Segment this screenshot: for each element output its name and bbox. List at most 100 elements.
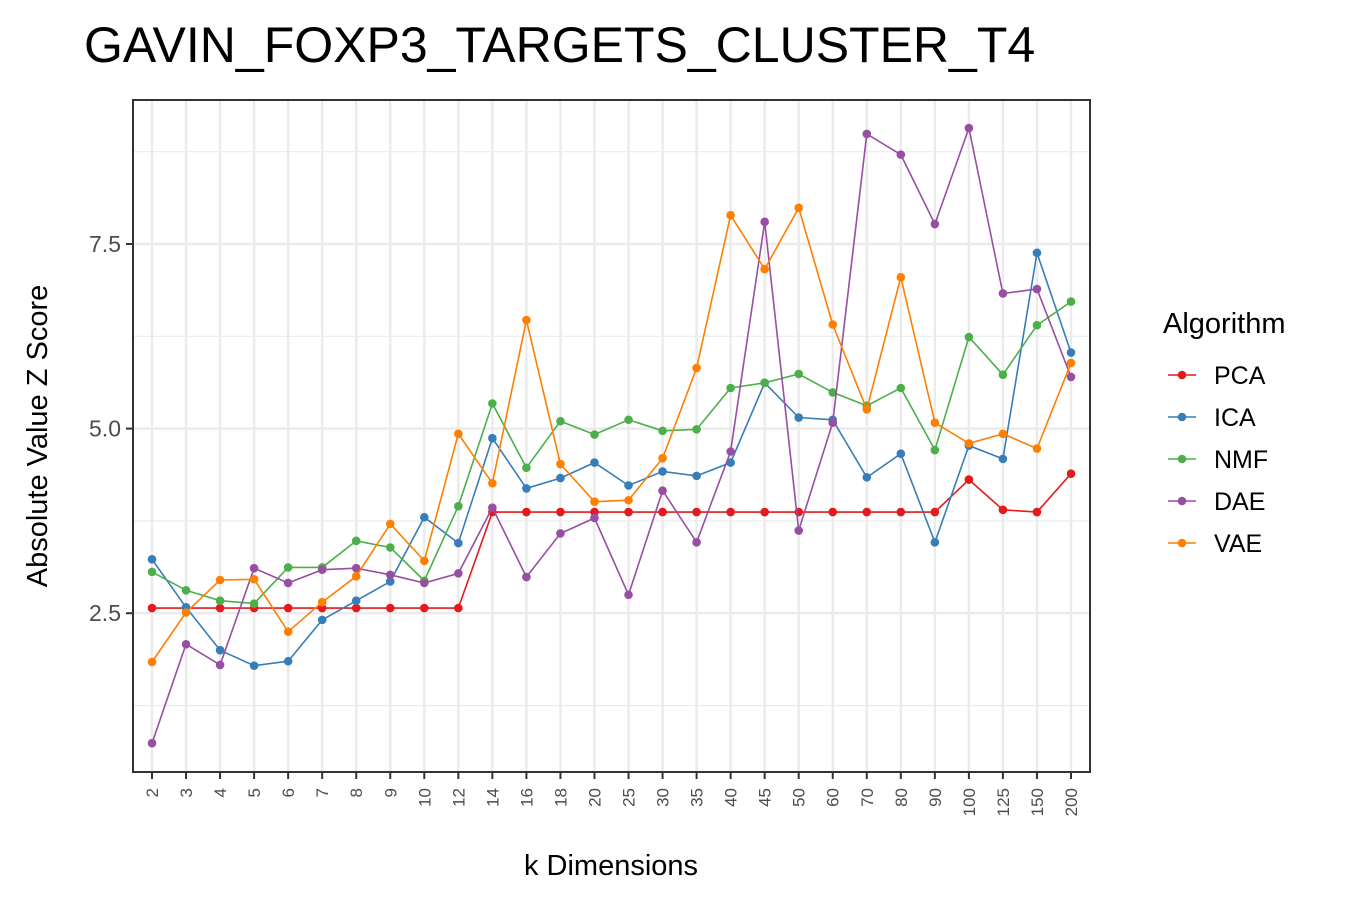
chart-title: GAVIN_FOXP3_TARGETS_CLUSTER_T4	[84, 17, 1035, 73]
data-point	[488, 399, 497, 408]
legend-key-ica	[1168, 412, 1196, 422]
data-point	[896, 383, 906, 393]
data-point	[351, 603, 361, 613]
legend-key-point	[1177, 370, 1187, 380]
data-point	[147, 567, 157, 577]
data-point	[488, 503, 497, 512]
data-point	[215, 645, 225, 655]
legend-label: DAE	[1214, 488, 1265, 516]
legend-key-point	[1177, 496, 1187, 506]
legend-key-pca	[1168, 370, 1196, 380]
legend-label: NMF	[1214, 446, 1268, 474]
data-point	[624, 590, 633, 600]
y-tick-label: 7.5	[89, 231, 121, 257]
data-point	[1032, 284, 1042, 294]
data-point	[283, 563, 293, 572]
data-point	[385, 570, 395, 580]
data-point	[181, 639, 191, 649]
data-point	[556, 507, 565, 517]
data-point	[249, 574, 259, 584]
data-point	[556, 459, 565, 469]
x-tick-label: 100	[960, 788, 979, 816]
data-point	[760, 507, 769, 517]
data-point	[556, 529, 565, 538]
x-tick-label: 9	[381, 788, 400, 797]
data-point	[590, 497, 599, 507]
data-point	[215, 575, 225, 585]
data-point	[454, 501, 463, 511]
data-point	[419, 578, 429, 588]
x-tick-label: 50	[790, 788, 809, 807]
data-point	[964, 332, 974, 342]
data-point	[896, 150, 906, 159]
data-point	[794, 413, 804, 422]
data-point	[998, 370, 1008, 380]
data-point	[692, 471, 701, 481]
data-point	[1032, 320, 1042, 330]
data-point	[385, 603, 395, 613]
series-line	[151, 252, 1072, 667]
data-point	[998, 505, 1008, 515]
data-point	[385, 543, 395, 552]
x-tick-label: 16	[517, 788, 536, 807]
legend-key-point	[1177, 412, 1187, 422]
data-point	[556, 473, 565, 483]
y-tick-label: 2.5	[89, 600, 121, 626]
legend-label: ICA	[1214, 404, 1256, 432]
panel-border	[132, 99, 1091, 773]
data-point	[249, 661, 259, 670]
data-point	[658, 507, 667, 517]
data-point	[1032, 507, 1042, 517]
x-tick-label: 30	[654, 788, 673, 807]
data-point	[964, 439, 974, 448]
data-point	[930, 507, 940, 517]
x-tick-label: 8	[347, 788, 366, 797]
data-point	[317, 603, 327, 613]
data-point	[828, 320, 838, 329]
data-point	[692, 363, 701, 373]
data-point	[1066, 348, 1076, 357]
data-point	[215, 603, 225, 613]
data-point	[624, 507, 633, 517]
data-point	[828, 507, 838, 517]
legend-key-nmf	[1168, 454, 1196, 464]
data-point	[862, 405, 872, 414]
legend: Algorithm PCA ICA NMF DAE VAE	[1163, 308, 1286, 558]
data-point	[488, 478, 497, 488]
data-point	[828, 388, 838, 397]
data-point	[351, 572, 361, 581]
data-point	[181, 586, 191, 595]
data-point	[658, 486, 667, 495]
data-point	[249, 599, 259, 608]
data-point	[522, 484, 531, 493]
data-point	[385, 519, 395, 529]
series-line	[151, 125, 1072, 744]
data-point	[249, 563, 259, 573]
legend-label: PCA	[1214, 362, 1266, 390]
data-point	[794, 526, 804, 535]
data-point	[726, 210, 735, 220]
y-tick-label: 5.0	[89, 416, 121, 442]
data-point	[590, 507, 599, 517]
data-point	[1066, 358, 1076, 368]
data-point	[726, 383, 735, 393]
data-point	[522, 507, 531, 517]
data-point	[215, 596, 225, 605]
x-tick-label: 80	[892, 788, 911, 807]
y-axis-title: Absolute Value Z Score	[22, 285, 54, 588]
data-point	[419, 512, 429, 522]
data-point	[726, 507, 735, 517]
data-point	[454, 603, 463, 613]
data-point	[317, 615, 327, 625]
data-point	[726, 447, 735, 456]
x-tick-label: 2	[143, 788, 162, 797]
data-point	[930, 219, 940, 229]
x-tick-label: 45	[756, 788, 775, 807]
data-point	[692, 425, 701, 434]
x-tick-label: 150	[1028, 788, 1047, 816]
x-tick-label: 3	[177, 788, 196, 797]
x-tick-label: 20	[585, 788, 604, 807]
grid	[133, 100, 1090, 772]
data-point	[930, 538, 940, 547]
data-point	[896, 272, 906, 282]
